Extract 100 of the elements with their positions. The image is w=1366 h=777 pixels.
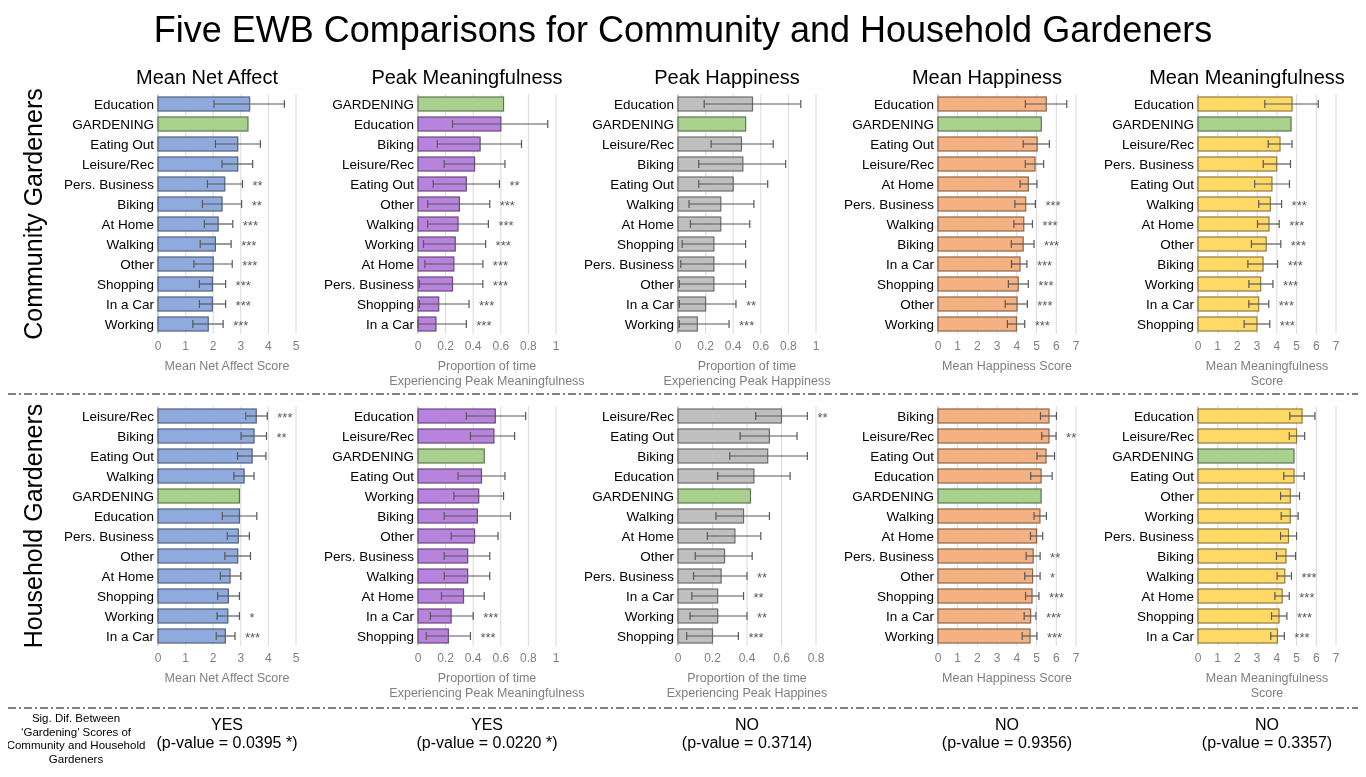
y-tick-label: Shopping bbox=[616, 629, 674, 644]
x-tick-label: 2 bbox=[974, 651, 982, 665]
annotation: *** bbox=[1278, 298, 1294, 313]
y-tick-label: Other bbox=[1160, 489, 1195, 504]
annotation: ** bbox=[745, 298, 757, 313]
bar bbox=[417, 428, 495, 444]
x-tick-label: 1 bbox=[1214, 339, 1222, 353]
annotation: * bbox=[249, 610, 255, 625]
y-tick-label: In a Car bbox=[1145, 297, 1195, 312]
y-tick-label: At Home bbox=[101, 217, 154, 232]
annotation: *** bbox=[1045, 610, 1062, 625]
y-tick-label: Other bbox=[380, 529, 415, 544]
bar bbox=[157, 408, 257, 424]
x-tick-label: 4 bbox=[1273, 339, 1281, 353]
annotation: *** bbox=[1038, 278, 1054, 293]
x-tick-label: 1 bbox=[552, 339, 560, 353]
bar bbox=[417, 568, 469, 584]
x-tick-label: 3 bbox=[993, 339, 1001, 353]
y-tick-label: In a Car bbox=[625, 589, 675, 604]
bar bbox=[937, 568, 1034, 584]
annotation: *** bbox=[739, 318, 755, 333]
bar bbox=[157, 488, 241, 504]
bar bbox=[1197, 156, 1278, 172]
y-tick-label: Biking bbox=[377, 137, 414, 152]
x-tick-label: 0.8 bbox=[807, 651, 825, 665]
text: NO (p-value = 0.3714) bbox=[681, 716, 813, 751]
y-tick-label: Education bbox=[613, 469, 674, 484]
y-tick-label: Leisure/Rec bbox=[861, 157, 935, 172]
bar bbox=[937, 196, 1027, 212]
bar bbox=[937, 468, 1042, 484]
y-tick-label: Education bbox=[93, 509, 154, 524]
y-tick-label: In a Car bbox=[365, 317, 415, 332]
x-tick-label: 3 bbox=[1253, 651, 1261, 665]
y-tick-label: Walking bbox=[106, 469, 154, 484]
bar bbox=[157, 316, 209, 332]
x-axis-title: Proportion of the time Experiencing Peak Happines bbox=[666, 671, 828, 700]
annotation: *** bbox=[1048, 590, 1065, 605]
bar bbox=[157, 256, 214, 272]
y-tick-label: GARDENING bbox=[592, 117, 674, 132]
y-tick-label: Biking bbox=[897, 409, 934, 424]
bar bbox=[157, 216, 219, 232]
text: Five EWB Comparisons for Community and Household Gardeners bbox=[153, 9, 1213, 50]
y-tick-label: Leisure/Rec bbox=[81, 157, 155, 172]
y-tick-label: Pers. Business bbox=[1103, 529, 1195, 544]
y-tick-label: GARDENING bbox=[332, 449, 414, 464]
bar bbox=[1197, 488, 1291, 504]
annotation: *** bbox=[499, 198, 515, 213]
annotation: *** bbox=[1036, 258, 1053, 273]
bar bbox=[1197, 408, 1303, 424]
y-tick-label: Pers. Business bbox=[583, 257, 675, 272]
x-axis-title: Mean Net Affect Score bbox=[164, 359, 290, 373]
x-tick-label: 3 bbox=[237, 339, 245, 353]
y-tick-label: Education bbox=[353, 409, 414, 424]
x-axis-title: Mean Meaningfulness Score bbox=[1205, 671, 1329, 700]
x-tick-label: 0 bbox=[674, 339, 682, 353]
x-tick-label: 5 bbox=[292, 339, 300, 353]
y-tick-label: Eating Out bbox=[870, 449, 935, 464]
annotation: * bbox=[1050, 570, 1056, 585]
y-tick-label: Shopping bbox=[616, 237, 674, 252]
y-tick-label: In a Car bbox=[365, 609, 415, 624]
y-tick-label: At Home bbox=[1141, 589, 1194, 604]
x-tick-label: 2 bbox=[1234, 651, 1242, 665]
y-tick-label: Working bbox=[624, 317, 674, 332]
bar bbox=[937, 548, 1034, 564]
annotation: *** bbox=[235, 298, 251, 313]
y-tick-label: Walking bbox=[626, 197, 674, 212]
bar bbox=[157, 508, 241, 524]
bar bbox=[937, 408, 1050, 424]
x-tick-label: 1 bbox=[552, 651, 560, 665]
bar bbox=[157, 276, 213, 292]
y-tick-label: Working bbox=[364, 489, 414, 504]
annotation: *** bbox=[495, 238, 511, 253]
x-tick-label: 7 bbox=[1332, 651, 1340, 665]
annotation: *** bbox=[1301, 570, 1317, 585]
y-tick-label: At Home bbox=[881, 529, 934, 544]
x-tick-label: 4 bbox=[1273, 651, 1281, 665]
bar bbox=[1197, 216, 1270, 232]
annotation: *** bbox=[492, 278, 509, 293]
y-tick-label: Shopping bbox=[1136, 609, 1194, 624]
annotation: *** bbox=[1290, 238, 1306, 253]
bar bbox=[1197, 428, 1298, 444]
bar bbox=[157, 528, 239, 544]
x-tick-label: 3 bbox=[1253, 339, 1261, 353]
annotation: *** bbox=[1289, 218, 1305, 233]
y-tick-label: Education bbox=[873, 469, 934, 484]
annotation: ** bbox=[276, 430, 287, 445]
y-tick-label: At Home bbox=[101, 569, 154, 584]
y-tick-label: Pers. Business bbox=[323, 549, 415, 564]
x-tick-label: 0.6 bbox=[492, 339, 510, 353]
x-tick-label: 0.6 bbox=[492, 651, 510, 665]
x-tick-label: 1 bbox=[812, 339, 820, 353]
bar bbox=[937, 508, 1041, 524]
y-tick-label: Biking bbox=[897, 237, 934, 252]
bar bbox=[1197, 136, 1281, 152]
annotation: *** bbox=[1296, 610, 1313, 625]
y-tick-label: At Home bbox=[621, 529, 674, 544]
bar bbox=[157, 116, 249, 132]
y-tick-label: At Home bbox=[881, 177, 934, 192]
x-tick-label: 0.6 bbox=[773, 651, 791, 665]
x-tick-label: 4 bbox=[1013, 339, 1021, 353]
